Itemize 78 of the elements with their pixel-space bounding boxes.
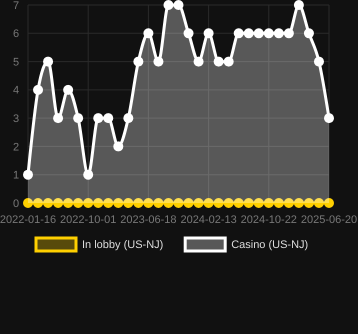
point bbox=[53, 198, 64, 208]
point bbox=[284, 198, 294, 208]
point bbox=[264, 198, 274, 208]
point bbox=[274, 28, 284, 38]
point bbox=[184, 198, 194, 208]
point bbox=[204, 198, 214, 208]
y-tick-label: 4 bbox=[12, 84, 20, 97]
x-tick-label: 2022-01-16 bbox=[0, 214, 56, 226]
point bbox=[224, 198, 234, 208]
point bbox=[274, 198, 284, 208]
point bbox=[264, 28, 274, 38]
y-tick-label: 6 bbox=[12, 28, 20, 40]
point bbox=[204, 28, 214, 38]
point bbox=[324, 198, 334, 208]
point bbox=[63, 84, 74, 95]
legend-label: Casino (US-NJ) bbox=[231, 238, 308, 251]
point bbox=[123, 198, 134, 208]
point bbox=[33, 198, 44, 208]
point bbox=[103, 198, 114, 208]
point bbox=[304, 28, 314, 38]
point bbox=[294, 0, 304, 10]
point bbox=[113, 198, 124, 208]
point bbox=[113, 141, 124, 152]
point bbox=[224, 56, 234, 67]
point bbox=[244, 28, 254, 38]
point bbox=[23, 170, 33, 180]
point bbox=[93, 198, 104, 208]
point bbox=[194, 198, 204, 208]
point bbox=[43, 198, 54, 208]
point bbox=[174, 0, 184, 10]
point bbox=[163, 0, 174, 10]
x-tick-label: 2023-06-18 bbox=[120, 214, 177, 226]
point bbox=[133, 56, 144, 67]
point bbox=[143, 198, 154, 208]
point bbox=[63, 198, 74, 208]
point bbox=[163, 198, 174, 208]
point bbox=[43, 56, 54, 67]
point bbox=[33, 84, 44, 95]
point bbox=[294, 198, 304, 208]
point bbox=[93, 113, 104, 124]
point bbox=[174, 198, 184, 208]
point bbox=[244, 198, 254, 208]
point bbox=[304, 198, 314, 208]
point bbox=[123, 113, 134, 124]
x-tick-label: 2024-02-13 bbox=[180, 214, 237, 226]
point bbox=[23, 198, 33, 208]
point bbox=[214, 198, 224, 208]
point bbox=[153, 56, 164, 67]
y-tick-label: 5 bbox=[12, 56, 20, 68]
y-tick-label: 7 bbox=[12, 0, 20, 12]
point bbox=[184, 28, 194, 38]
point bbox=[284, 28, 294, 38]
point bbox=[314, 56, 324, 67]
x-tick-label: 2025-06-20 bbox=[300, 214, 358, 226]
point bbox=[53, 113, 64, 124]
point bbox=[73, 113, 84, 124]
legend-label: In lobby (US-NJ) bbox=[82, 238, 164, 251]
point bbox=[254, 28, 264, 38]
x-tick-label: 2022-10-01 bbox=[60, 214, 116, 226]
y-tick-label: 2 bbox=[12, 141, 20, 154]
y-tick-label: 1 bbox=[12, 170, 20, 182]
x-tick-label: 2024-10-22 bbox=[240, 214, 297, 226]
point bbox=[314, 198, 324, 208]
point bbox=[214, 56, 224, 67]
y-tick-label: 3 bbox=[12, 112, 20, 125]
point bbox=[133, 198, 144, 208]
point bbox=[153, 198, 164, 208]
point bbox=[83, 170, 94, 180]
point bbox=[324, 113, 334, 124]
point bbox=[194, 56, 204, 67]
point bbox=[103, 113, 114, 124]
point bbox=[234, 198, 244, 208]
y-tick-label: 0 bbox=[12, 198, 20, 210]
point bbox=[254, 198, 264, 208]
point bbox=[143, 28, 154, 38]
point bbox=[73, 198, 84, 208]
point bbox=[234, 28, 244, 38]
point bbox=[83, 198, 94, 208]
